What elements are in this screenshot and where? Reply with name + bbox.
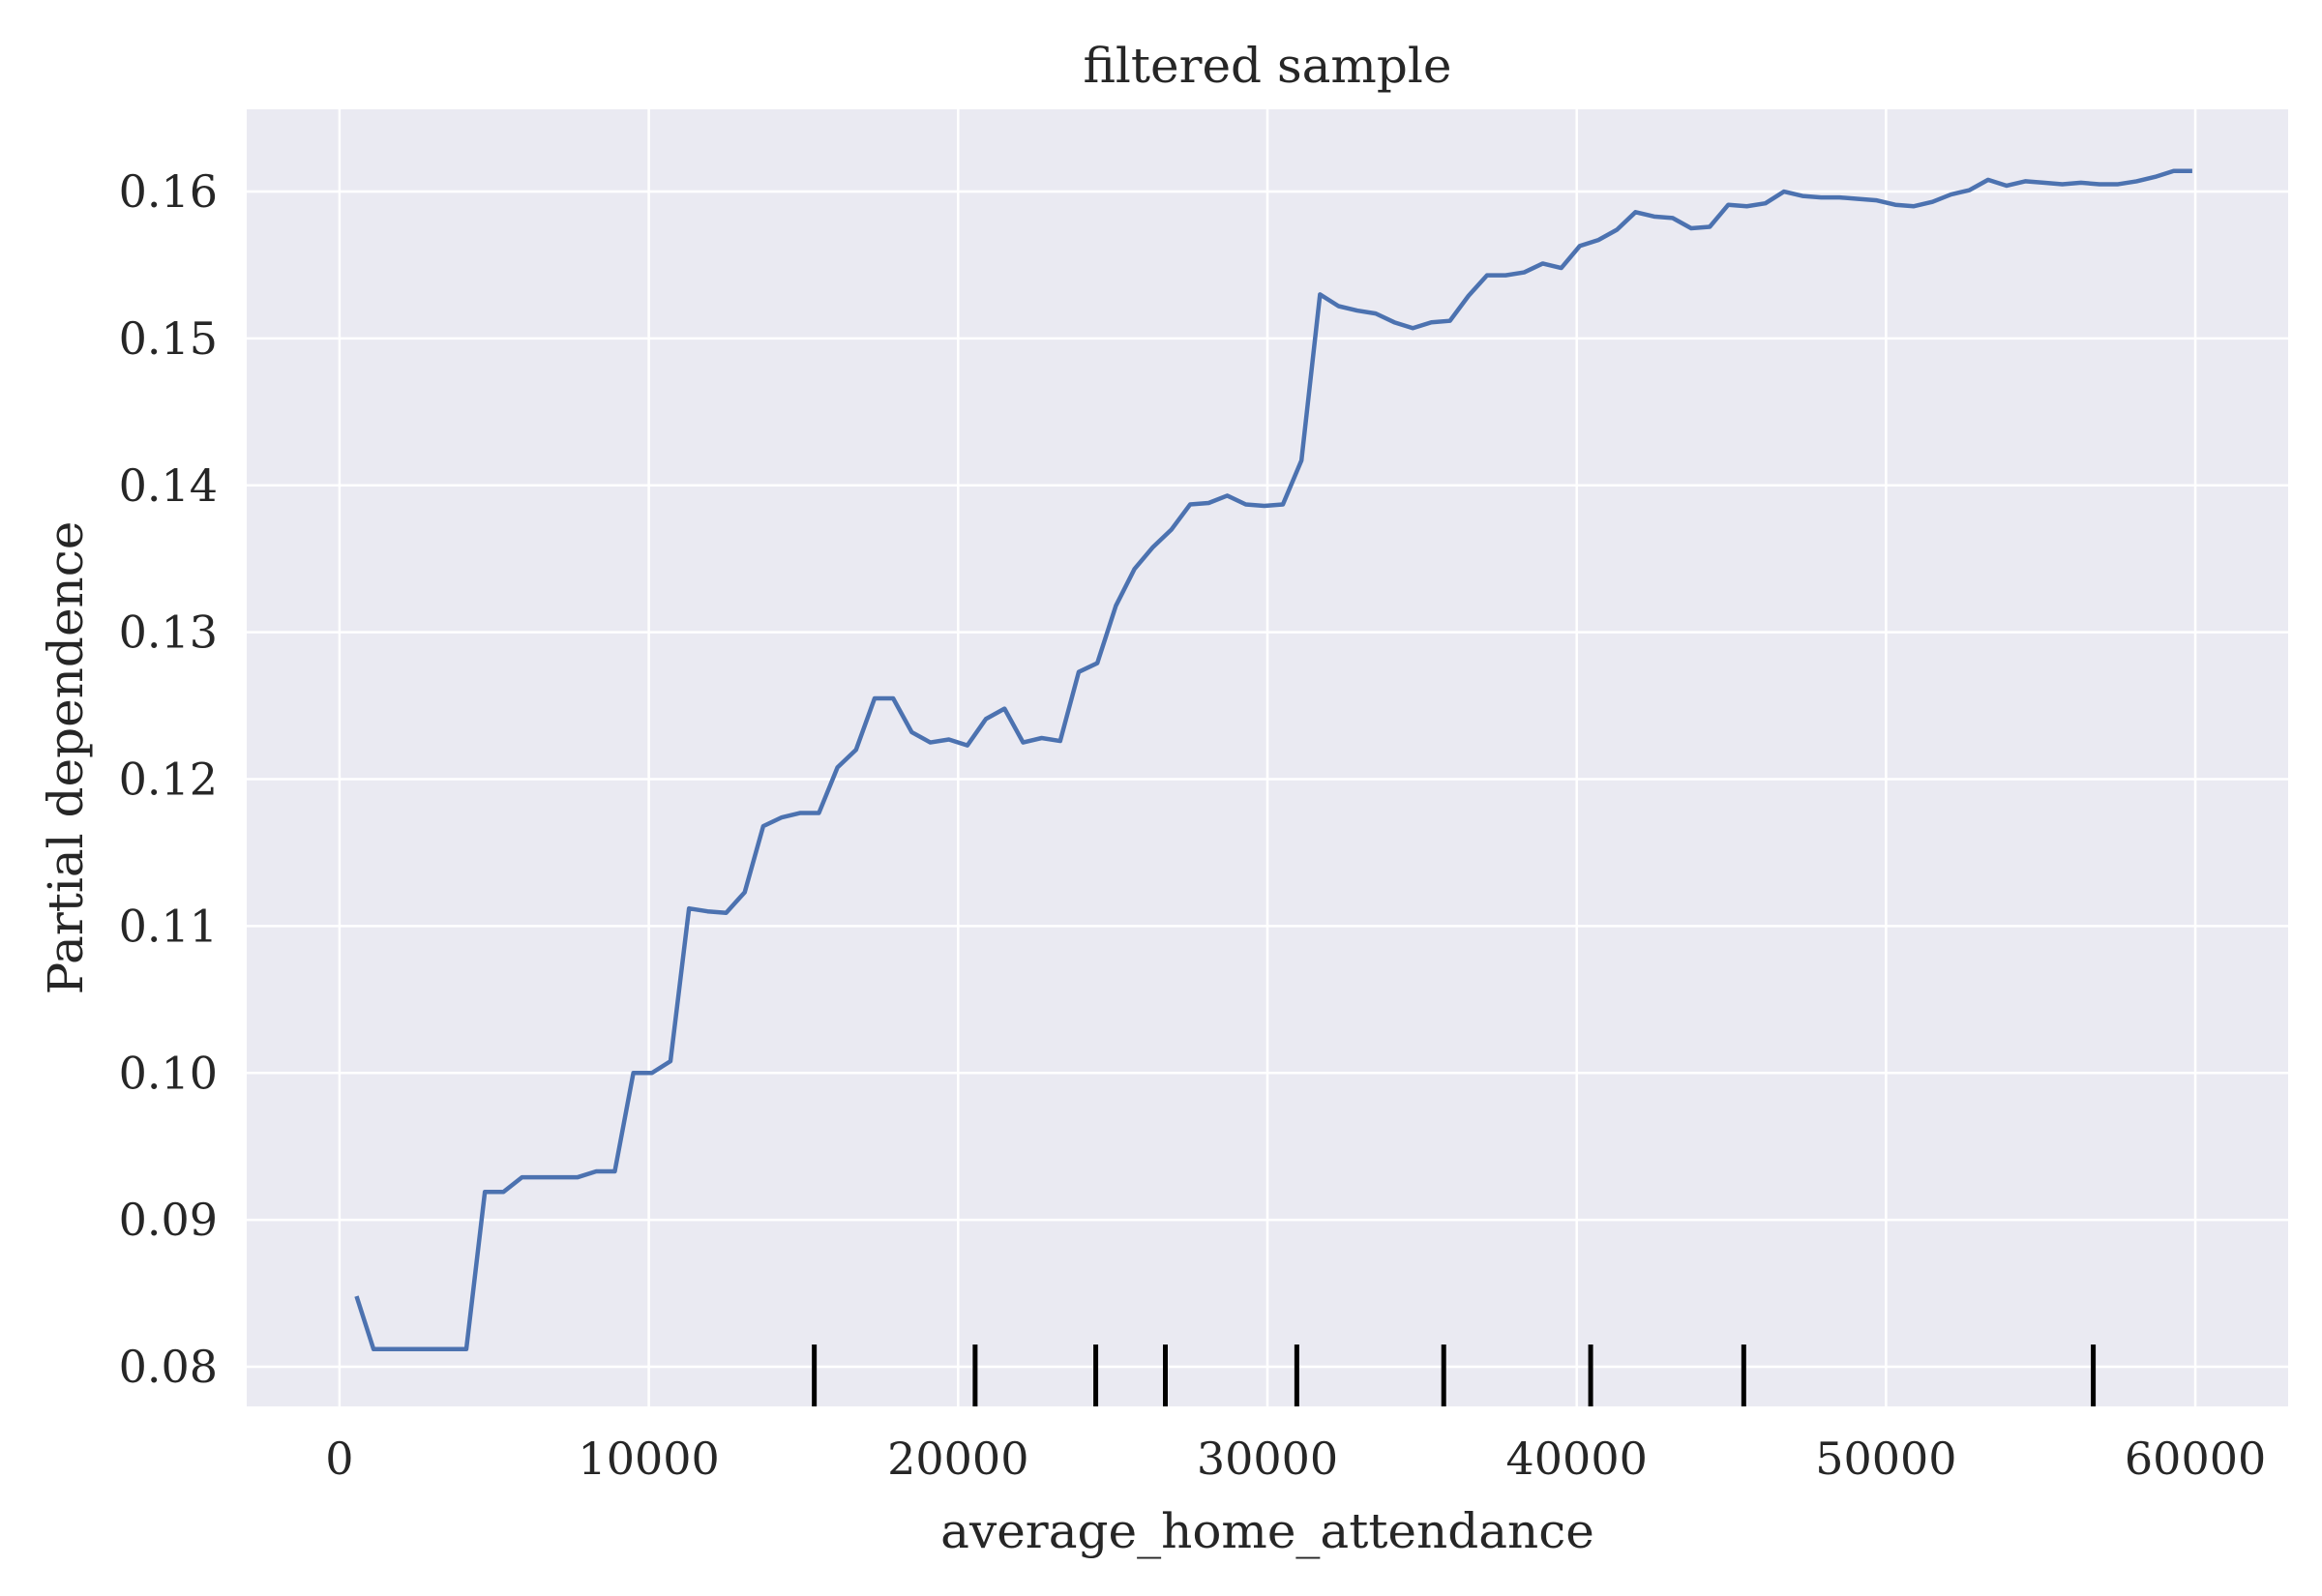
y-tick-label: 0.12: [119, 754, 218, 806]
y-axis-label: Partial dependence: [38, 521, 94, 995]
x-gridlines: [338, 109, 2197, 1406]
chart-title: filtered sample: [1084, 38, 1452, 94]
x-axis-label: average_home_attendance: [940, 1503, 1594, 1559]
y-tick-label: 0.15: [119, 312, 218, 365]
x-tick-label: 20000: [887, 1433, 1028, 1485]
x-tick-label: 40000: [1506, 1433, 1648, 1485]
x-tick-label: 50000: [1815, 1433, 1956, 1485]
y-tick-label: 0.10: [119, 1047, 218, 1099]
x-tick-label: 60000: [2125, 1433, 2266, 1485]
y-tick-label: 0.11: [119, 900, 218, 952]
y-axis-ticks: 0.08 0.09 0.10 0.11 0.12 0.13 0.14 0.15 0.16: [119, 165, 218, 1393]
series-line: [354, 168, 2192, 1352]
rug-marks: [812, 1345, 2097, 1406]
x-axis-ticks: 0 10000 20000 30000 40000 50000 60000: [325, 1433, 2266, 1485]
x-tick-label: 30000: [1197, 1433, 1338, 1485]
y-tick-label: 0.09: [119, 1194, 218, 1246]
x-tick-label: 0: [325, 1433, 353, 1485]
y-tick-label: 0.13: [119, 606, 218, 659]
y-gridlines: [247, 190, 2288, 1369]
y-tick-label: 0.14: [119, 459, 218, 512]
y-tick-label: 0.08: [119, 1341, 218, 1393]
x-tick-label: 10000: [578, 1433, 719, 1485]
y-tick-label: 0.16: [119, 165, 218, 218]
